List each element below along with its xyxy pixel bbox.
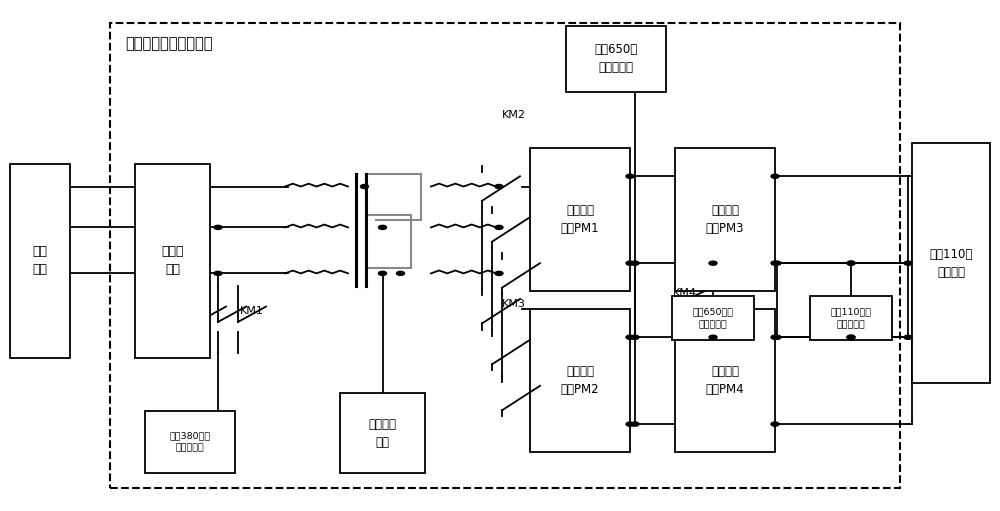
Bar: [530, 148, 630, 291]
Circle shape: [773, 261, 781, 265]
Text: 三相全桥
电路PM1: 三相全桥 电路PM1: [561, 204, 599, 235]
Circle shape: [214, 271, 222, 275]
Circle shape: [847, 261, 855, 265]
Circle shape: [709, 335, 717, 339]
Text: 交流380伏隔
电检测电路: 交流380伏隔 电检测电路: [169, 431, 211, 453]
Circle shape: [631, 261, 639, 265]
Bar: [340, 393, 425, 473]
Circle shape: [378, 271, 386, 275]
Circle shape: [904, 261, 912, 265]
Text: 交流
母线: 交流 母线: [32, 245, 48, 276]
Text: 直流650伏
动力电池组: 直流650伏 动力电池组: [594, 43, 638, 74]
Text: KM1: KM1: [240, 306, 264, 316]
Text: 预充电
回路: 预充电 回路: [161, 245, 184, 276]
Circle shape: [631, 422, 639, 426]
Circle shape: [771, 261, 779, 265]
Circle shape: [626, 335, 634, 339]
Text: 直流650伏隔
电检测电路: 直流650伏隔 电检测电路: [693, 307, 734, 329]
Circle shape: [847, 335, 855, 339]
Circle shape: [771, 422, 779, 426]
Text: KM3: KM3: [502, 298, 526, 309]
Circle shape: [847, 335, 855, 339]
Circle shape: [360, 184, 368, 189]
Circle shape: [771, 174, 779, 178]
Circle shape: [495, 225, 503, 229]
Bar: [675, 309, 775, 452]
Bar: [672, 296, 754, 340]
Bar: [530, 309, 630, 452]
Circle shape: [626, 422, 634, 426]
Bar: [675, 148, 775, 291]
Bar: [566, 26, 666, 92]
Circle shape: [709, 261, 717, 265]
Text: 应急牵引用双向充电机: 应急牵引用双向充电机: [125, 36, 212, 51]
Circle shape: [773, 335, 781, 339]
Circle shape: [214, 225, 222, 229]
Circle shape: [626, 261, 634, 265]
Circle shape: [495, 184, 503, 189]
Text: KM2: KM2: [502, 109, 526, 120]
Text: 三相全桥
电路PM2: 三相全桥 电路PM2: [561, 365, 599, 396]
Circle shape: [626, 174, 634, 178]
Circle shape: [904, 335, 912, 339]
Circle shape: [396, 271, 404, 275]
Circle shape: [378, 225, 386, 229]
Text: 直流110伏隔
电检测电路: 直流110伏隔 电检测电路: [831, 307, 872, 329]
Bar: [145, 411, 235, 473]
Circle shape: [771, 335, 779, 339]
Bar: [110, 23, 900, 488]
Text: 交流滤波
电容: 交流滤波 电容: [368, 417, 396, 449]
Text: 移相全桥
电路PM3: 移相全桥 电路PM3: [706, 204, 744, 235]
Circle shape: [495, 271, 503, 275]
Bar: [912, 143, 990, 383]
Text: KM4: KM4: [673, 288, 697, 298]
Bar: [810, 296, 892, 340]
Bar: [135, 164, 210, 358]
Bar: [10, 164, 70, 358]
Text: 移相全桥
电路PM4: 移相全桥 电路PM4: [706, 365, 744, 396]
Text: 直流110伏
蓄电池组: 直流110伏 蓄电池组: [929, 248, 973, 278]
Circle shape: [847, 261, 855, 265]
Circle shape: [631, 335, 639, 339]
